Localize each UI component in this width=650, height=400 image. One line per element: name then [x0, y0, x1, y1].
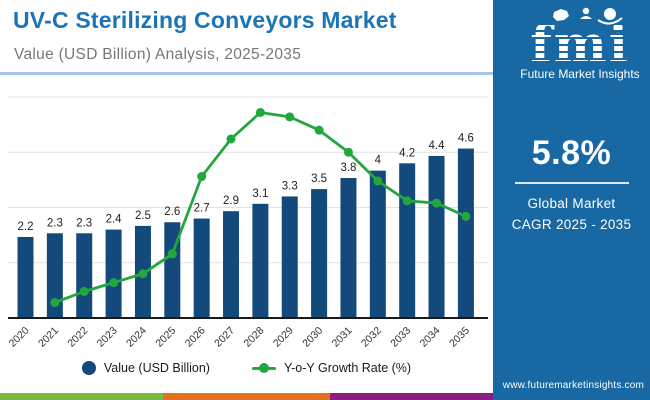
growth-point: [373, 176, 383, 186]
bar-value-label: 2.3: [76, 217, 92, 229]
legend-item-growth: Y-o-Y Growth Rate (%): [251, 361, 412, 375]
x-tick-label: 2035: [447, 325, 472, 350]
bar-2035: [457, 148, 474, 318]
growth-point: [285, 112, 295, 122]
bar-2029: [281, 196, 298, 318]
cagr-block: 5.8% Global Market CAGR 2025 - 2035: [493, 134, 650, 236]
x-tick-label: 2029: [271, 325, 296, 350]
website-url[interactable]: www.futuremarketinsights.com: [502, 380, 644, 391]
bar-2030: [311, 189, 328, 318]
people-icon: [579, 7, 592, 19]
growth-point: [255, 107, 265, 117]
growth-point: [167, 249, 177, 259]
x-tick-label: 2024: [124, 325, 149, 350]
x-tick-label: 2031: [330, 325, 355, 350]
x-tick-label: 2023: [95, 325, 120, 350]
fmi-logo-graphic: fmi Future Market Insights: [520, 7, 639, 81]
growth-point: [432, 198, 442, 208]
bar-value-label: 3.1: [252, 188, 268, 200]
map-icon: [552, 9, 569, 21]
bar-value-label: 2.5: [135, 210, 151, 222]
chart-area: 2.2 2020 2.3 2021 2.3 2022 2.4 2023 2.5 2024 2.6 20…: [0, 88, 493, 360]
header-divider: [0, 72, 493, 75]
x-tick-label: 2020: [7, 325, 32, 350]
bar-value-label: 3.8: [340, 162, 356, 174]
growth-point: [50, 298, 60, 308]
growth-point: [138, 269, 148, 279]
strip-purple: [330, 393, 493, 400]
bar-2028: [252, 203, 269, 318]
x-tick-label: 2021: [36, 325, 61, 350]
growth-point: [343, 147, 353, 157]
growth-point: [226, 134, 236, 144]
bar-2033: [399, 163, 416, 318]
bar-value-label: 3.5: [311, 173, 327, 185]
bottom-color-strip: [0, 393, 493, 400]
x-tick-label: 2034: [418, 325, 443, 350]
bar-value-label: 3.3: [282, 180, 298, 192]
x-tick-label: 2028: [241, 325, 266, 350]
x-tick-label: 2033: [388, 325, 413, 350]
strip-green: [0, 393, 163, 400]
growth-point: [402, 196, 412, 206]
bar-2034: [428, 155, 445, 318]
chart-legend: Value (USD Billion) Y-o-Y Growth Rate (%…: [0, 361, 493, 375]
bar-value-label: 2.7: [194, 203, 210, 215]
cagr-divider: [514, 182, 629, 184]
growth-point: [461, 211, 471, 221]
x-tick-label: 2027: [212, 325, 237, 350]
logo-tagline: Future Market Insights: [520, 67, 639, 81]
value-series-marker-icon: [81, 361, 96, 375]
bar-2023: [105, 229, 122, 318]
bar-2026: [193, 218, 210, 318]
growth-point: [197, 172, 207, 182]
sidebar: fmi Future Market Insights 5.8% Global M…: [493, 0, 650, 400]
bar-value-label: 4.6: [458, 133, 474, 145]
strip-orange: [163, 393, 330, 400]
growth-point: [314, 125, 324, 135]
page-title: UV-C Sterilizing Conveyors Market: [13, 7, 397, 33]
fmi-logo: fmi Future Market Insights: [493, 4, 650, 89]
bar-value-label: 4: [375, 155, 382, 167]
growth-point: [109, 278, 119, 288]
bar-value-label: 2.6: [164, 206, 180, 218]
growth-point: [79, 286, 89, 296]
bar-2022: [76, 233, 93, 318]
legend-label: Value (USD Billion): [103, 361, 210, 375]
page-subtitle: Value (USD Billion) Analysis, 2025-2035: [14, 46, 302, 63]
bar-2021: [46, 233, 63, 318]
cagr-label: Global Market CAGR 2025 - 2035: [511, 196, 632, 232]
globe-icon: [596, 8, 623, 25]
x-tick-label: 2032: [359, 325, 384, 350]
bar-2032: [369, 170, 386, 318]
legend-label: Y-o-Y Growth Rate (%): [283, 361, 412, 375]
bar-value-label: 2.2: [18, 221, 34, 233]
x-tick-label: 2022: [65, 325, 90, 350]
bar-value-label: 4.2: [399, 147, 415, 159]
x-tick-label: 2026: [183, 325, 208, 350]
growth-series-marker-icon: [251, 363, 276, 373]
bar-value-label: 4.4: [429, 140, 446, 152]
bar-value-label: 2.3: [47, 217, 63, 229]
bar-2020: [17, 236, 34, 318]
bar-2031: [340, 178, 357, 318]
cagr-value: 5.8%: [531, 134, 612, 172]
x-tick-label: 2025: [153, 325, 178, 350]
x-tick-label: 2030: [300, 325, 325, 350]
bar-value-label: 2.4: [106, 214, 123, 226]
bar-line-chart: 2.2 2020 2.3 2021 2.3 2022 2.4 2023 2.5 2024 2.6 20…: [7, 96, 488, 350]
bar-value-label: 2.9: [223, 195, 239, 207]
legend-item-value: Value (USD Billion): [81, 361, 210, 375]
fmi-wordmark: fmi: [530, 14, 629, 73]
bar-2027: [223, 211, 240, 318]
